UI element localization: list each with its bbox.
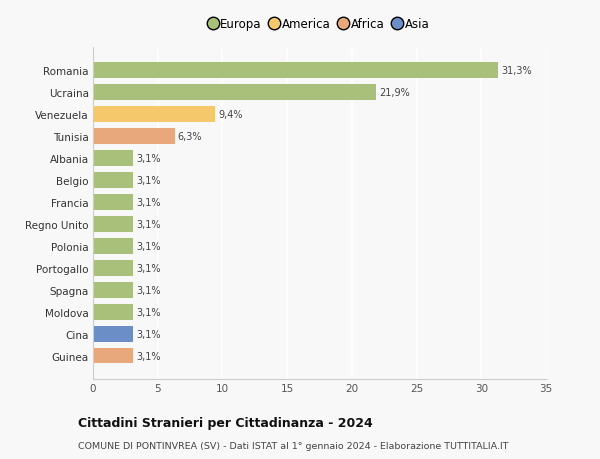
Bar xyxy=(93,238,133,254)
Text: 9,4%: 9,4% xyxy=(218,110,242,120)
Text: 3,1%: 3,1% xyxy=(136,176,161,185)
Text: 3,1%: 3,1% xyxy=(136,351,161,361)
Text: 21,9%: 21,9% xyxy=(380,88,410,98)
Bar xyxy=(93,195,133,210)
Text: 3,1%: 3,1% xyxy=(136,197,161,207)
Bar xyxy=(93,63,498,79)
Bar xyxy=(93,217,133,232)
Bar xyxy=(93,326,133,342)
Text: 31,3%: 31,3% xyxy=(502,66,532,76)
Bar xyxy=(93,348,133,364)
Text: 3,1%: 3,1% xyxy=(136,263,161,273)
Bar xyxy=(93,107,215,123)
Bar xyxy=(93,129,175,145)
Text: 3,1%: 3,1% xyxy=(136,241,161,251)
Text: Cittadini Stranieri per Cittadinanza - 2024: Cittadini Stranieri per Cittadinanza - 2… xyxy=(78,416,373,429)
Text: 3,1%: 3,1% xyxy=(136,154,161,164)
Bar xyxy=(93,85,376,101)
Bar xyxy=(93,173,133,189)
Text: 3,1%: 3,1% xyxy=(136,285,161,295)
Text: COMUNE DI PONTINVREA (SV) - Dati ISTAT al 1° gennaio 2024 - Elaborazione TUTTITA: COMUNE DI PONTINVREA (SV) - Dati ISTAT a… xyxy=(78,441,509,450)
Text: 3,1%: 3,1% xyxy=(136,329,161,339)
Text: 3,1%: 3,1% xyxy=(136,307,161,317)
Bar xyxy=(93,304,133,320)
Bar xyxy=(93,260,133,276)
Text: 3,1%: 3,1% xyxy=(136,219,161,230)
Bar xyxy=(93,151,133,167)
Text: 6,3%: 6,3% xyxy=(178,132,202,142)
Legend: Europa, America, Africa, Asia: Europa, America, Africa, Asia xyxy=(208,16,431,34)
Bar xyxy=(93,282,133,298)
